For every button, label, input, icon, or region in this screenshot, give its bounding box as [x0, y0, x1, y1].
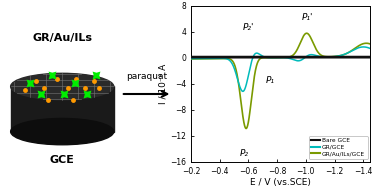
Legend: Bare GCE, GR/GCE, GR/Au/ILs/GCE: Bare GCE, GR/GCE, GR/Au/ILs/GCE	[309, 136, 367, 159]
Text: P₂': P₂'	[243, 23, 254, 32]
Text: GCE: GCE	[50, 155, 74, 165]
Y-axis label: I / 10⁻⁴ A: I / 10⁻⁴ A	[158, 64, 167, 104]
X-axis label: E / V (vs.SCE): E / V (vs.SCE)	[250, 178, 311, 187]
Text: P₁: P₁	[265, 76, 274, 85]
Bar	[11, 86, 114, 132]
Text: GR/Au/ILs: GR/Au/ILs	[32, 33, 92, 43]
Text: P₂: P₂	[240, 149, 249, 158]
Ellipse shape	[11, 118, 114, 145]
Ellipse shape	[11, 73, 114, 100]
Text: P₁': P₁'	[302, 13, 313, 22]
Text: paraquat: paraquat	[126, 72, 167, 81]
